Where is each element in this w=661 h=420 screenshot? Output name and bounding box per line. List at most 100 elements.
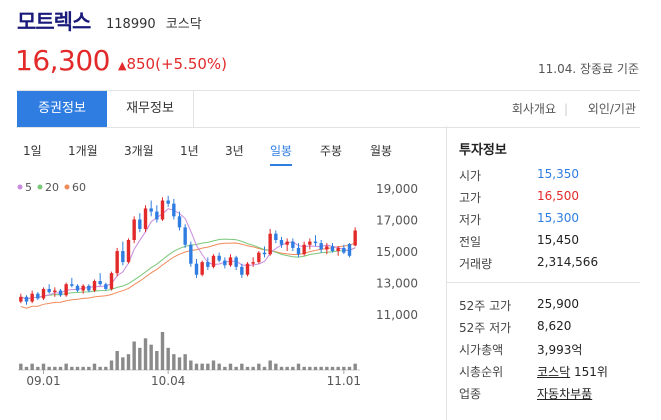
candle-body (217, 255, 221, 261)
candle-body (257, 252, 261, 263)
company-overview-link[interactable]: 회사개요 (511, 102, 556, 116)
legend-dot-5 (17, 184, 23, 190)
candle-body (53, 290, 57, 293)
open-label: 시가 (459, 169, 482, 183)
candle-body (268, 233, 272, 255)
volume-bar (240, 363, 244, 370)
tab-securities-info[interactable]: 증권정보 (17, 91, 107, 127)
volume-bar (313, 366, 318, 370)
volume-bar (285, 366, 289, 370)
candle-body (279, 240, 284, 245)
volume-bar (279, 366, 284, 370)
price-change-value: 850(+5.50%) (126, 55, 228, 73)
investment-info-title: 투자정보 (459, 143, 507, 158)
volume-bar (166, 347, 170, 370)
prev-close-value: 15,450 (537, 233, 579, 247)
candle-body (245, 263, 250, 275)
foreign-institution-link[interactable]: 외인/기관 (587, 102, 636, 116)
candle-body (132, 219, 136, 240)
tab-financial-info[interactable]: 재무정보 (107, 91, 194, 127)
stock-name: 모트렉스 (17, 10, 91, 34)
candle-body (121, 251, 125, 263)
volume-bar (126, 354, 131, 370)
volume-bar (70, 366, 74, 370)
market-cap-rank-value: 코스닥 151위 (537, 363, 608, 380)
sector-value: 자동차부품 (537, 385, 592, 402)
stock-chart[interactable]: 5 20 60 19,000 17,000 15,000 13,000 11,000 09.01… (0, 170, 446, 420)
candle-body (149, 208, 153, 212)
candle-body (87, 285, 91, 291)
candle-body (138, 219, 142, 229)
candle-body (166, 200, 170, 204)
period-1m[interactable]: 1개월 (68, 144, 98, 158)
stock-code-market: 118990 코스닥 (106, 13, 202, 32)
sector-link[interactable]: 자동차부품 (537, 387, 593, 401)
candle-body (234, 257, 238, 267)
candle-body (183, 227, 187, 245)
volume-bar (211, 360, 216, 370)
volume-bar (194, 363, 199, 370)
volume-bar (223, 366, 227, 370)
candle-body (47, 288, 51, 293)
52w-high-value: 25,900 (537, 297, 579, 311)
legend-dot-20 (37, 184, 43, 190)
52w-low-label: 52주 저가 (459, 321, 512, 335)
volume-bar (47, 366, 51, 370)
volume-bar (41, 363, 46, 370)
volume-bar (138, 347, 142, 370)
candle-body (325, 246, 329, 250)
volume-bar (336, 366, 340, 370)
volume-bar (177, 357, 182, 370)
candle-body (115, 251, 119, 274)
volume-bar (308, 366, 312, 370)
link-separator: | (563, 102, 568, 116)
volume-bar (58, 366, 63, 370)
candle-body (228, 257, 233, 266)
y-tick-label: 13,000 (376, 277, 418, 291)
volume-bar (302, 366, 306, 370)
candle-body (240, 266, 244, 275)
info-separator (447, 282, 640, 283)
period-1y[interactable]: 1년 (180, 144, 199, 158)
period-3y[interactable]: 3년 (225, 144, 244, 158)
candle-body (291, 241, 295, 248)
volume-bar (325, 366, 329, 370)
ma20-line (20, 238, 356, 300)
volume-label: 거래량 (459, 257, 493, 271)
candle-body (342, 247, 346, 253)
candle-body (313, 241, 318, 244)
candle-body (36, 293, 40, 299)
market-link[interactable]: 코스닥 (537, 365, 571, 379)
period-3m[interactable]: 3개월 (124, 144, 154, 158)
y-tick-label: 15,000 (376, 245, 418, 259)
volume-bar (64, 363, 68, 370)
volume-bar (291, 366, 295, 370)
x-tick-label: 10.04 (151, 374, 185, 388)
volume-value: 2,314,566 (537, 255, 599, 269)
volume-bar (92, 363, 97, 370)
candle-body (126, 240, 131, 263)
x-tick-label: 11.01 (327, 374, 361, 388)
volume-bar (257, 363, 261, 370)
period-weekly[interactable]: 주봉 (320, 144, 343, 158)
volume-bar (268, 360, 272, 370)
legend-label-60: 60 (72, 181, 86, 194)
period-1d[interactable]: 1일 (23, 144, 42, 158)
rank-value: 151위 (573, 365, 608, 379)
high-value: 16,500 (537, 189, 579, 203)
52w-low-value: 8,620 (537, 319, 572, 333)
volume-bar (98, 366, 102, 370)
period-monthly[interactable]: 월봉 (370, 144, 393, 158)
volume-bar (262, 366, 267, 370)
high-label: 고가 (459, 191, 482, 205)
candle-body (353, 230, 357, 246)
candle-body (143, 208, 148, 229)
candle-body (194, 263, 199, 275)
candle-body (302, 244, 306, 255)
period-daily[interactable]: 일봉 (270, 142, 293, 166)
volume-bar (109, 360, 114, 370)
volume-bar (296, 363, 301, 370)
volume-bar (228, 363, 233, 370)
candle-body (223, 260, 227, 266)
candle-body (98, 281, 102, 285)
